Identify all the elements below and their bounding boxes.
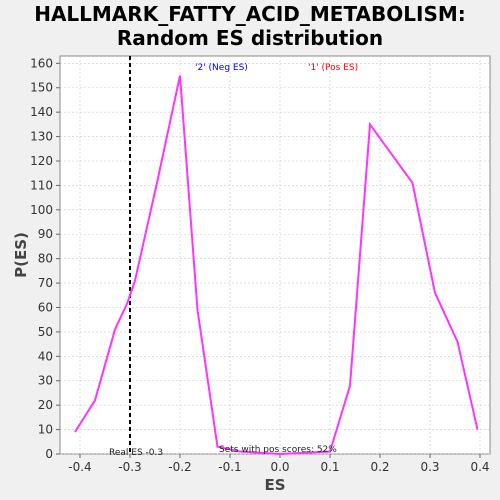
y-tick-label: 80 <box>38 252 53 266</box>
real-es-label: Real ES -0.3 <box>109 448 163 458</box>
y-tick-label: 90 <box>38 227 53 241</box>
es-distribution-line <box>74 75 479 456</box>
y-tick-label: 40 <box>38 349 53 363</box>
chart-title: HALLMARK_FATTY_ACID_METABOLISM: Random E… <box>0 2 500 50</box>
x-tick-label: -0.3 <box>118 460 141 474</box>
y-tick-label: 160 <box>30 56 53 70</box>
y-tick-label: 60 <box>38 300 53 314</box>
y-tick-label: 0 <box>45 447 53 461</box>
x-tick-label: -0.2 <box>168 460 191 474</box>
plot-area <box>59 55 491 455</box>
pos-es-label: '1' (Pos ES) <box>308 63 358 73</box>
y-tick-label: 150 <box>30 81 53 95</box>
y-tick-label: 120 <box>30 154 53 168</box>
y-tick-label: 140 <box>30 105 53 119</box>
x-tick-label: 0.2 <box>370 460 389 474</box>
chart-title-line2: Random ES distribution <box>116 26 384 50</box>
y-tick-label: 10 <box>38 423 53 437</box>
y-tick-label: 130 <box>30 130 53 144</box>
x-axis-ticks: -0.4 -0.3 -0.2 -0.1 0.0 0.1 0.2 0.3 0.4 <box>68 454 490 474</box>
x-tick-label: 0.3 <box>420 460 439 474</box>
y-tick-label: 30 <box>38 374 53 388</box>
y-tick-label: 20 <box>38 398 53 412</box>
y-tick-label: 50 <box>38 325 53 339</box>
neg-es-label: '2' (Neg ES) <box>195 63 248 73</box>
y-tick-label: 100 <box>30 203 53 217</box>
chart-title-line1: HALLMARK_FATTY_ACID_METABOLISM: <box>34 2 466 26</box>
x-axis-label: ES <box>264 476 285 494</box>
y-axis-ticks: 0 10 20 30 40 50 60 70 80 90 100 110 120 130 140 150 160 <box>30 56 60 461</box>
y-axis-label: P(ES) <box>12 232 30 278</box>
x-tick-label: 0.4 <box>470 460 489 474</box>
x-tick-label: 0.1 <box>320 460 339 474</box>
y-tick-label: 110 <box>30 178 53 192</box>
x-tick-label: 0.0 <box>270 460 289 474</box>
pos-scores-label: Sets with pos scores: 52% <box>219 445 337 455</box>
y-tick-label: 70 <box>38 276 53 290</box>
x-tick-label: -0.4 <box>68 460 91 474</box>
x-tick-label: -0.1 <box>218 460 241 474</box>
